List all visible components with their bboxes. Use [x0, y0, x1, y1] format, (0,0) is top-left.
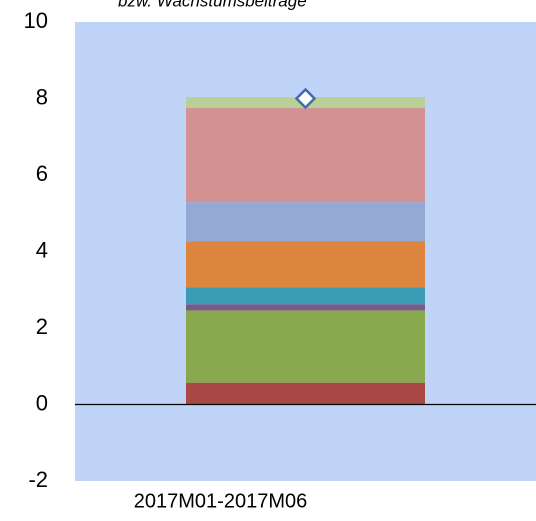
y-tick-label: 2 [36, 314, 48, 339]
bar-segment [186, 382, 425, 405]
bar-segment [186, 310, 425, 383]
y-tick-label: 0 [36, 390, 48, 415]
bar-segment [186, 202, 425, 242]
y-tick-label: 10 [24, 8, 48, 33]
y-tick-label: 4 [36, 237, 48, 262]
bar-segment [186, 108, 425, 203]
marker [294, 87, 317, 110]
bar-segment [186, 287, 425, 305]
y-tick-label: 8 [36, 84, 48, 109]
y-tick-label: -2 [28, 467, 48, 492]
x-tick-label: 2017M01-2017M06 [134, 490, 307, 512]
chart-subtitle: bzw. Wachstumsbeiträge [118, 0, 307, 10]
bar-segment [186, 241, 425, 288]
y-tick-label: 6 [36, 161, 48, 186]
bar-segment [186, 304, 425, 311]
